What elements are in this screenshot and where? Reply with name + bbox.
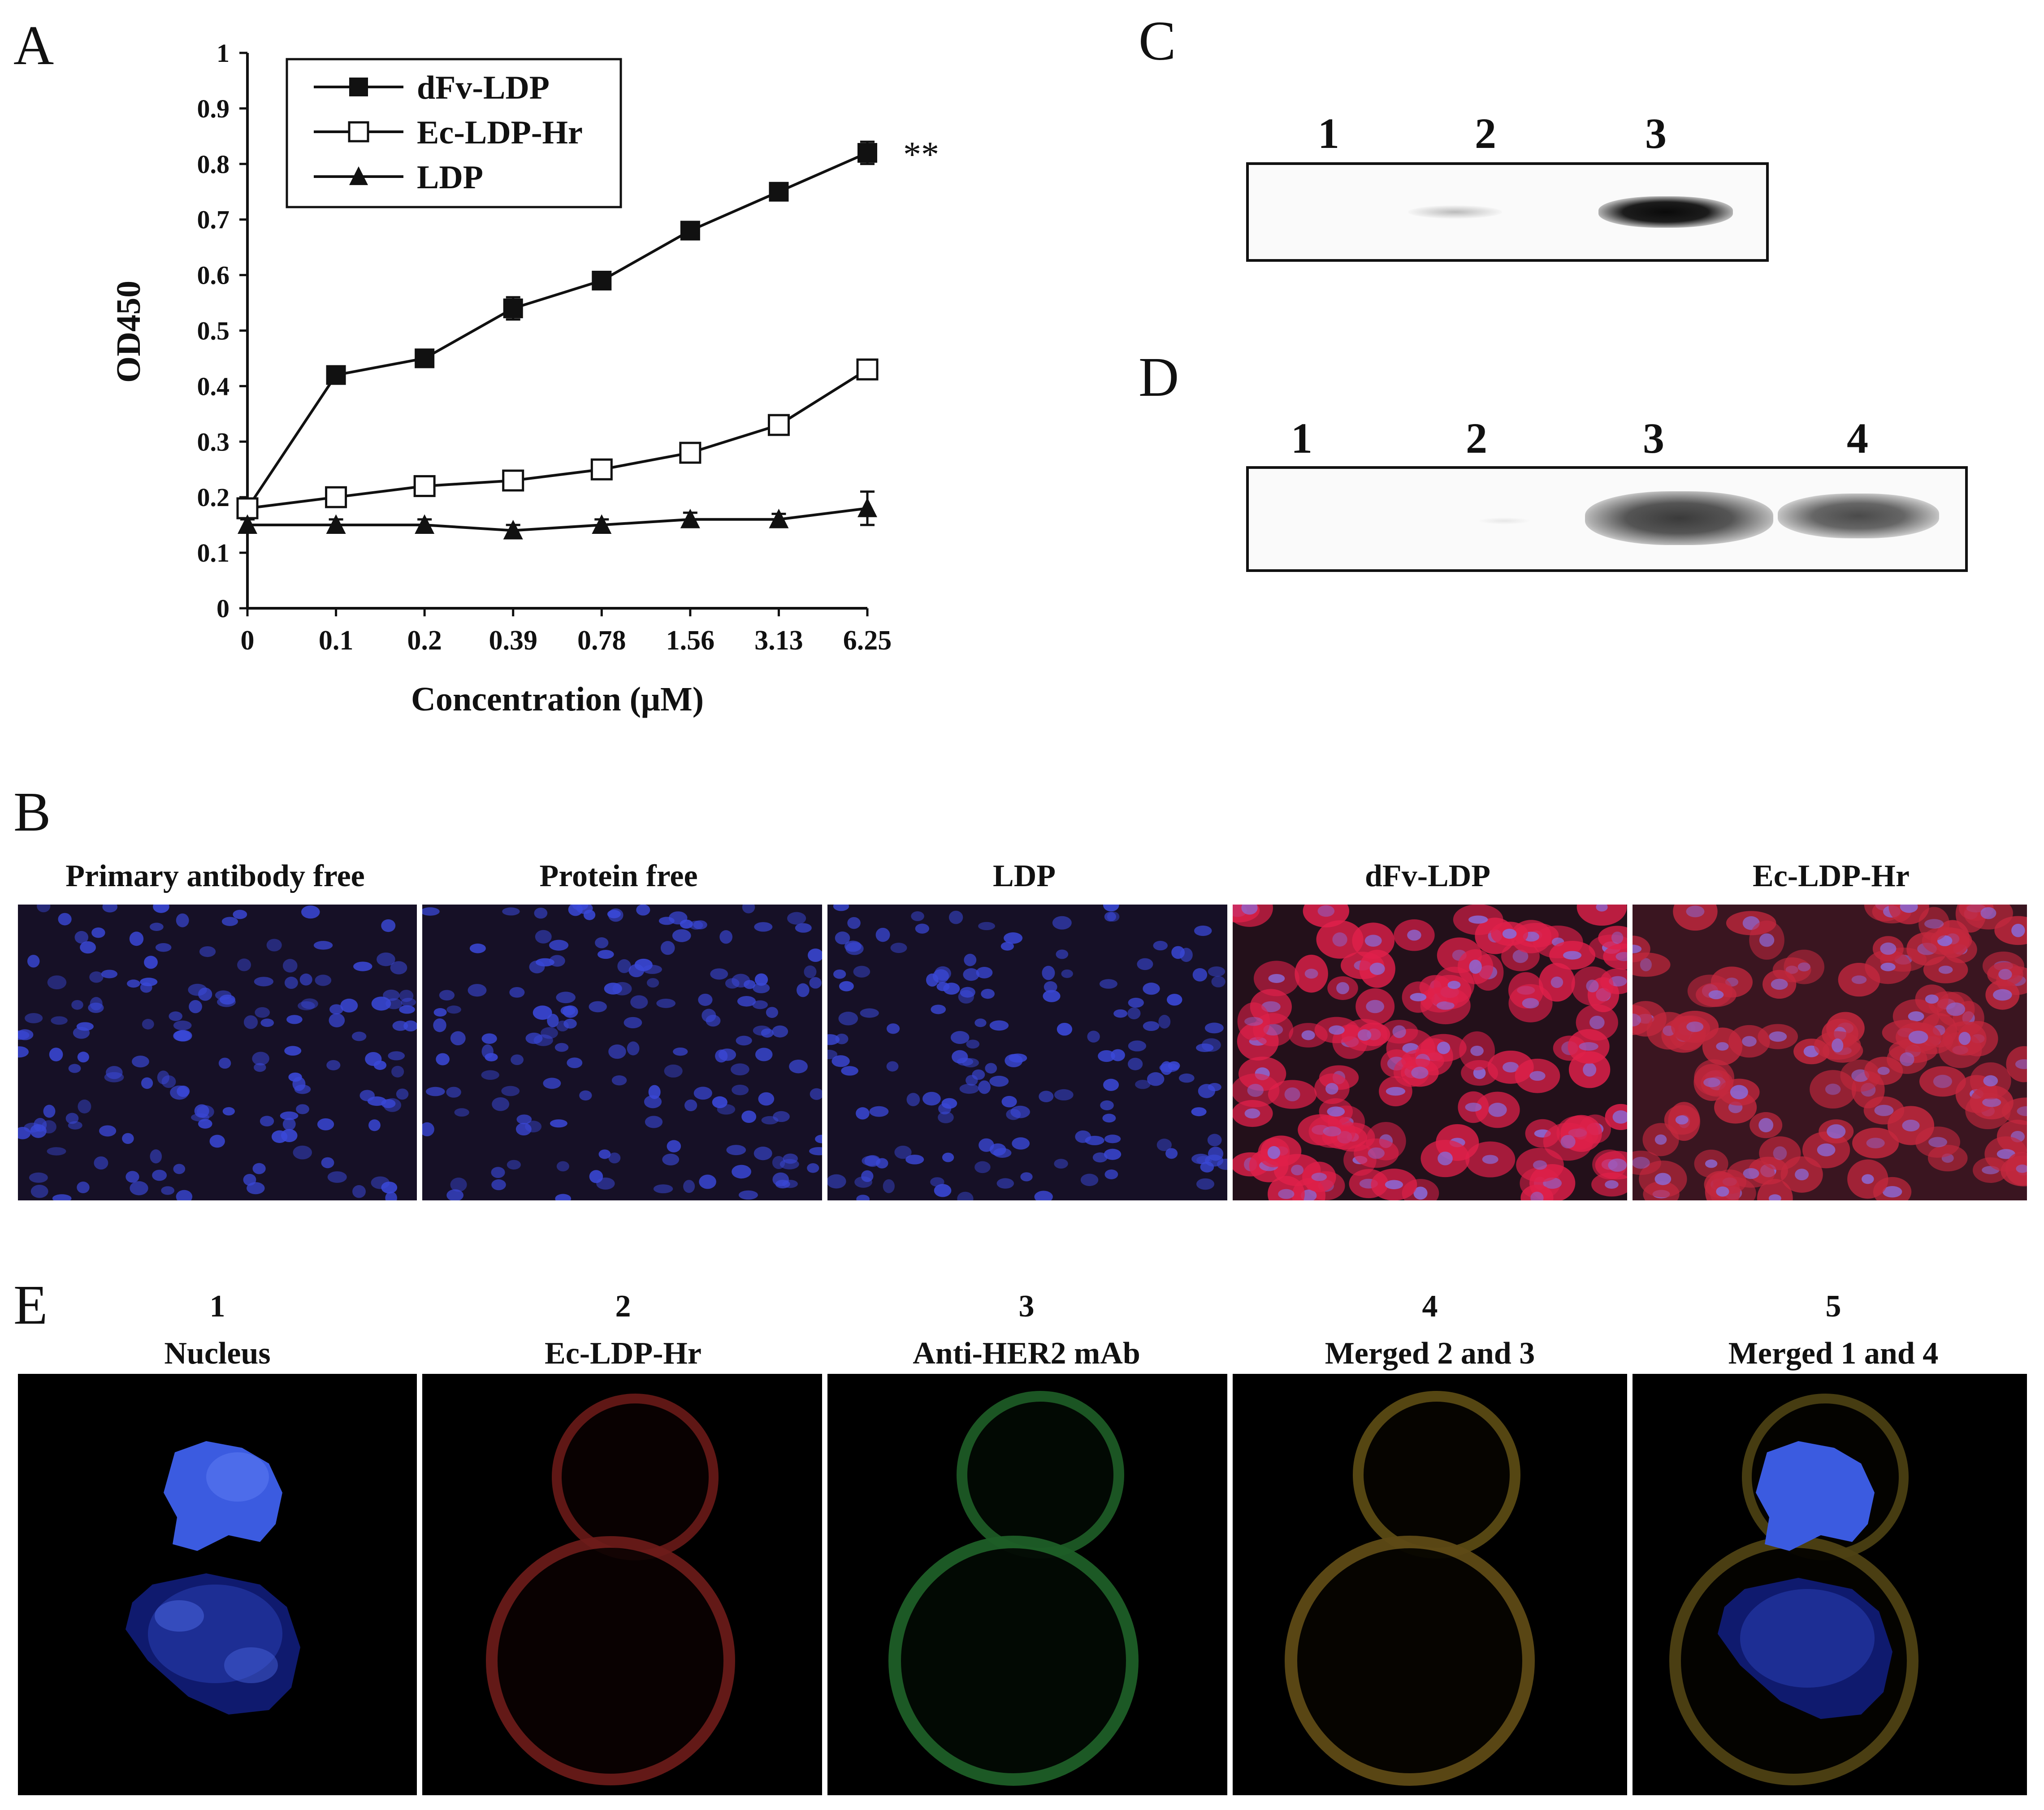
if-image-ldp — [827, 905, 1227, 1200]
panel-b-caption-5: Ec-LDP-Hr — [1753, 859, 1910, 893]
blot-c-lane-2: 2 — [1475, 109, 1496, 157]
y-tick-label: 0.5 — [197, 316, 230, 346]
y-tick-label: 0.1 — [197, 538, 230, 567]
data-point — [857, 143, 877, 163]
data-point — [767, 414, 790, 436]
legend-marker-1 — [348, 121, 369, 143]
y-tick-label: 0.3 — [197, 427, 230, 456]
data-point — [503, 520, 523, 540]
y-tick-label: 0.6 — [197, 261, 230, 290]
series-line-2 — [247, 507, 868, 532]
blot-c-membrane — [1246, 162, 1769, 262]
panel-e-caption-5: Merged 1 and 4 — [1728, 1336, 1939, 1371]
blot-d-lane-1: 1 — [1291, 414, 1312, 462]
blot-c-lane-1: 1 — [1318, 109, 1339, 157]
if-image-ec-ldp-hr — [1633, 905, 2027, 1200]
y-tick-label: 0.8 — [197, 150, 230, 179]
data-point — [769, 508, 789, 528]
data-point — [680, 221, 700, 241]
panel-label-a: A — [13, 15, 54, 77]
legend-marker-2 — [349, 166, 368, 185]
data-point — [415, 514, 435, 534]
blot-d-membrane — [1246, 466, 1968, 572]
confocal-image-ec-ldp-hr — [422, 1374, 822, 1795]
blot-c-band-2 — [1408, 205, 1502, 219]
confocal-image-merged-1-4 — [1633, 1374, 2027, 1795]
data-point — [856, 358, 879, 381]
panel-e-number-1: 1 — [209, 1289, 225, 1324]
y-tick-label: 0 — [217, 594, 230, 623]
data-point — [326, 514, 346, 534]
blot-d-band-3 — [1585, 491, 1773, 545]
data-point — [325, 486, 347, 508]
panel-e-number-4: 4 — [1422, 1289, 1438, 1324]
data-point — [769, 182, 789, 202]
series-line-1 — [247, 368, 868, 510]
x-axis-label: Concentration (μM) — [411, 680, 704, 718]
x-tick-label: 0.1 — [319, 625, 354, 656]
blot-d-lane-2: 2 — [1466, 414, 1487, 462]
data-point — [592, 514, 612, 534]
data-point — [502, 469, 524, 492]
series-line-0 — [246, 152, 868, 509]
confocal-image-merged-2-3 — [1233, 1374, 1627, 1795]
if-image-dfv-ldp — [1233, 905, 1627, 1200]
x-tick-label: 0.2 — [407, 625, 442, 656]
panel-e-caption-2: Ec-LDP-Hr — [545, 1336, 702, 1371]
y-tick-label: 0.4 — [197, 372, 230, 401]
data-point — [503, 298, 523, 318]
panel-b-caption-2: Protein free — [539, 859, 698, 893]
x-tick-label: 1.56 — [666, 625, 715, 656]
panel-e-caption-3: Anti-HER2 mAb — [913, 1336, 1140, 1371]
y-tick-label: 0.7 — [197, 205, 230, 234]
panel-b-caption-3: LDP — [993, 859, 1056, 893]
data-point — [415, 348, 435, 368]
if-image-protein-free — [422, 905, 822, 1200]
x-tick-label: 0 — [241, 625, 255, 656]
panel-label-c: C — [1139, 10, 1176, 72]
legend-marker-0 — [349, 78, 368, 96]
y-tick-label: 1 — [217, 39, 230, 68]
panel-e-number-3: 3 — [1018, 1289, 1035, 1324]
panel-label-d: D — [1139, 346, 1179, 408]
panel-e-number-2: 2 — [615, 1289, 631, 1324]
y-axis-label: OD450 — [110, 281, 147, 383]
data-point — [326, 365, 346, 385]
legend-label-0: dFv-LDP — [417, 69, 550, 106]
panel-label-b: B — [13, 781, 51, 843]
x-tick-label: 6.25 — [843, 625, 892, 656]
data-point — [857, 498, 877, 517]
data-point — [590, 458, 613, 481]
panel-b-caption-4: dFv-LDP — [1365, 859, 1490, 893]
blot-d-lane-3: 3 — [1643, 414, 1664, 462]
blot-c-band-3 — [1598, 196, 1733, 228]
x-tick-label: 0.78 — [577, 625, 626, 656]
panel-e-caption-1: Nucleus — [164, 1336, 271, 1371]
x-tick-label: 0.39 — [489, 625, 537, 656]
data-point — [413, 475, 436, 497]
panel-label-e: E — [13, 1274, 48, 1336]
data-point — [592, 270, 612, 290]
significance-marker: ** — [903, 135, 939, 174]
legend-label-2: LDP — [417, 159, 483, 196]
x-tick-label: 3.13 — [754, 625, 803, 656]
confocal-image-anti-her2-mab — [827, 1374, 1227, 1795]
confocal-image-nucleus — [18, 1374, 417, 1795]
panel-b-caption-1: Primary antibody free — [65, 859, 365, 893]
y-tick-label: 0.2 — [197, 483, 230, 512]
od450-line-chart: 0 0.1 0.2 0.3 0.4 0.5 0.6 0.7 0.8 0.9 1 0 0.1 0.2 0.39… — [110, 39, 939, 718]
data-point — [238, 514, 257, 534]
data-point — [679, 442, 702, 464]
legend-label-1: Ec-LDP-Hr — [417, 114, 583, 151]
blot-c-lane-3: 3 — [1645, 109, 1667, 157]
blot-d-band-2 — [1477, 517, 1531, 524]
y-tick-label: 0.9 — [197, 94, 230, 123]
panel-e-caption-4: Merged 2 and 3 — [1325, 1336, 1535, 1371]
blot-d-band-4 — [1778, 494, 1939, 538]
panel-e-number-5: 5 — [1825, 1289, 1841, 1324]
blot-d-lane-4: 4 — [1847, 414, 1868, 462]
data-point — [680, 508, 700, 528]
if-image-primary-antibody-free — [18, 905, 417, 1200]
